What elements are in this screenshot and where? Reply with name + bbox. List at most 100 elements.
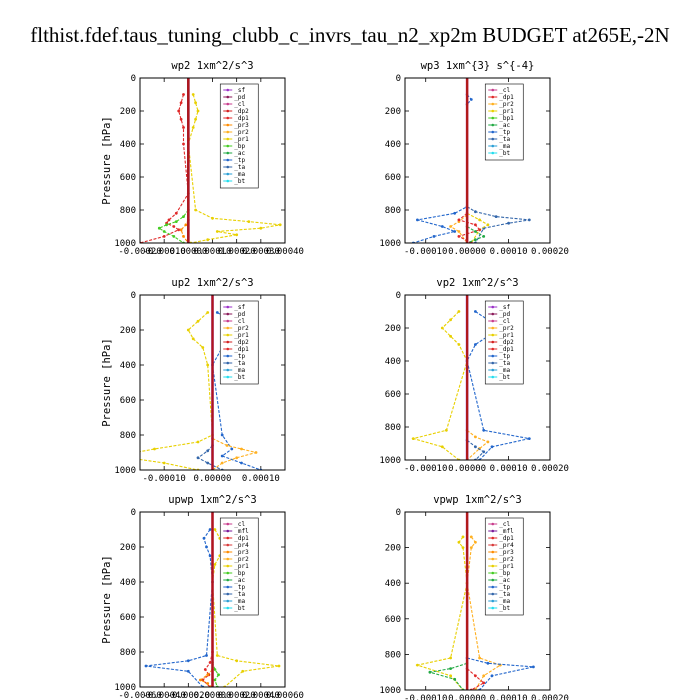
panel-4-legend-marker-_mfl <box>226 529 230 533</box>
panel-5-legend-label-_ac: _ac <box>499 577 510 584</box>
panel-2-legend-marker-_pr1 <box>226 333 230 337</box>
panel-0-series-_dp1-point-2 <box>177 109 181 113</box>
panel-0-xtick-label-4: 0.00020 <box>218 247 256 257</box>
panel-4-legend-label-_pr2: _pr2 <box>234 556 249 563</box>
panel-1-series-_ta-point-1 <box>474 210 477 214</box>
panel-5-frame <box>404 511 551 691</box>
panel-3-legend-marker-_pr1 <box>491 333 495 337</box>
panel-5-series-_ac-point-3 <box>453 677 457 681</box>
panel-5-legend-marker-_tp <box>491 585 495 589</box>
panel-5-xtick-label-3: 0.00020 <box>531 694 569 700</box>
panel-4-series-_pr1-point-9 <box>241 669 245 673</box>
panel-4-series-_tp-point-1 <box>202 536 206 540</box>
panel-2-series-_tp-point-8 <box>220 454 224 458</box>
panel-1-series-_pr2-point-2 <box>449 225 452 228</box>
panel-1-series-_dp1-point-4 <box>457 235 461 238</box>
panel-0-series-_pr1-point-13 <box>206 238 210 242</box>
panel-4-legend-marker-_bp <box>226 571 230 575</box>
panel-1-legend-marker-_cl <box>491 88 495 92</box>
panel-3-legend-marker-_ta <box>491 361 495 365</box>
panel-4-legend-label-_bt: _bt <box>234 605 245 612</box>
panel-1-series-_ac-point-2 <box>482 235 486 238</box>
panel-4-series-_pr1-point-7 <box>235 659 239 663</box>
panel-5-legend-marker-_bp <box>491 571 495 575</box>
panel-0-legend-box <box>219 83 259 189</box>
panel-0-legend-marker-_ta <box>226 165 230 169</box>
panel-5-series-_tp-point-3 <box>490 674 494 678</box>
panel-0-series-_pr1-point-3 <box>194 117 198 121</box>
panel-2-ytick-label-5: 1000 <box>114 466 136 476</box>
panel-4-series-_tp-point-8 <box>186 669 190 673</box>
panel-4-series-_pr3-point-3 <box>206 682 210 685</box>
panel-3-series-_pr1-point-4 <box>457 343 461 346</box>
panel-1-legend-marker-_pr2 <box>491 102 495 106</box>
panel-4-legend-label-_ta: _ta <box>234 591 245 598</box>
panel-4-legend-label-_ac: _ac <box>234 577 245 584</box>
panel-4-series-_pr1-point-6 <box>215 654 219 657</box>
panel-4-legend-marker-_ma <box>226 599 230 603</box>
panel-5-legend-label-_pr4: _pr4 <box>499 542 514 549</box>
panel-1-series-_ta-point-3 <box>527 218 531 222</box>
panel-4-series-_pr1-point-0 <box>213 528 217 531</box>
panel-0-legend-label-_cl: _cl <box>234 101 245 108</box>
panel-3-series-_tp-point-8 <box>490 445 494 449</box>
panel-2-series-_pr2-point-1 <box>225 444 229 447</box>
panel-1-ytick-label-5: 1000 <box>379 239 401 249</box>
panel-5-legend-label-_pr2: _pr2 <box>499 556 514 563</box>
panel-2-legend-marker-_bt <box>226 375 230 379</box>
panel-4-xtick-label-3: 0.00000 <box>194 691 232 700</box>
panel-5-series-_tp-point-2 <box>532 665 535 669</box>
panel-1-legend-marker-_bt <box>491 151 495 155</box>
panel-0-ytick-label-1: 200 <box>120 107 136 117</box>
panel-1-legend-label-_pr2: _pr2 <box>499 101 514 108</box>
panel-4-series-_dp1-point-2 <box>203 668 207 671</box>
panel-2-series-_pr2-point-4 <box>235 456 239 460</box>
panel-0-ytick-label-0: 0 <box>131 74 136 84</box>
panel-5-series-_pr1-line <box>415 536 468 690</box>
panel-0-legend-marker-_pr3 <box>226 123 230 127</box>
panel-5-series-_pr2-point-0 <box>469 535 473 539</box>
panel-0-ytick-label-4: 800 <box>120 206 136 216</box>
panel-5-legend-label-_mfl: _mfl <box>499 528 514 535</box>
panel-4-xtick-label-0: -0.00060 <box>118 691 161 700</box>
panel-5-series-_tp-point-1 <box>486 661 490 665</box>
panel-1-title: wp3 1xm^{3} s^{-4} <box>421 60 535 72</box>
panel-2-series-_pr1-point-9 <box>114 455 117 458</box>
panel-2-legend-marker-_sf <box>226 305 230 309</box>
panel-4-series-_pr1-point-8 <box>277 664 281 668</box>
panel-0-xtick-label-2: 0.00000 <box>169 247 207 257</box>
panel-2-ytick-label-2: 400 <box>120 361 136 371</box>
panel-5-series-_ac-line <box>429 662 468 690</box>
panel-0-legend-marker-_pr1 <box>226 137 230 141</box>
panel-4-legend-marker-_pr1 <box>226 564 230 568</box>
panel-2-series-_pr2-line <box>212 438 257 470</box>
panel-0-series-_dp1-point-3 <box>179 117 183 121</box>
panel-4-legend-marker-_cl <box>226 522 230 526</box>
panel-1-legend-label-_bp1: _bp1 <box>499 115 514 122</box>
panel-5-title: vpwp 1xm^2/s^3 <box>433 494 522 506</box>
panel-3-xtick-label-1: 0.00000 <box>448 464 486 474</box>
panel-3-ytick-label-0: 0 <box>396 291 401 301</box>
panel-5-ytick-label-5: 1000 <box>379 686 401 696</box>
panel-3-legend-label-_dp2: _dp2 <box>499 339 514 346</box>
panel-1-series-_ac-point-1 <box>474 230 477 233</box>
panel-1-series-_ta-point-2 <box>494 215 498 219</box>
panel-2-series-_ta-point-1 <box>206 449 210 453</box>
panel-5-series-_pr1-point-5 <box>416 663 419 667</box>
panel-3-xtick-label-0: -0.00010 <box>404 464 447 474</box>
panel-2-legend-label-_pd: _pd <box>234 311 245 318</box>
panel-0-series-_dp1-point-7 <box>174 211 178 215</box>
panel-0-xtick-label-5: 0.00030 <box>242 247 280 257</box>
panel-3-legend-label-_pd: _pd <box>499 311 510 318</box>
panel-5-series-_tp-line <box>466 657 534 690</box>
panel-5-ytick-label-1: 200 <box>385 544 401 554</box>
panel-2-series-_pr2-point-5 <box>220 461 224 465</box>
panel-3-legend-marker-_cl <box>491 319 495 323</box>
panel-4-legend-label-_pr3: _pr3 <box>234 549 249 556</box>
figure-title: flthist.fdef.taus_tuning_clubb_c_invrs_t… <box>30 23 669 47</box>
panel-0-legend-label-_ta: _ta <box>234 164 245 171</box>
panel-5-series-_pr1-point-2 <box>461 546 465 549</box>
panel-1-legend-marker-_ac <box>491 123 495 127</box>
panel-4-legend-marker-_pr4 <box>226 543 230 547</box>
panel-2-xtick-label-0: -0.00010 <box>142 474 185 484</box>
